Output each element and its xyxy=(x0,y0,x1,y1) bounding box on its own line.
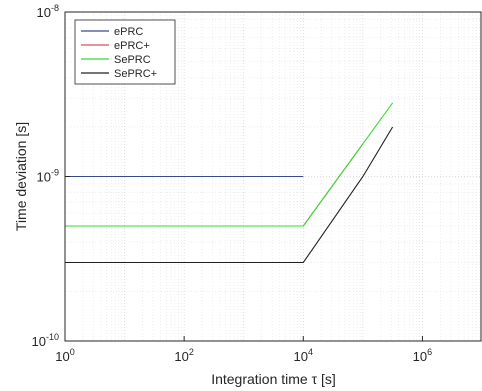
legend-label: ePRC xyxy=(114,26,143,38)
y-axis-label: Time deviation [s] xyxy=(13,122,29,231)
legend-label: ePRC+ xyxy=(114,40,150,52)
series-line-seprc xyxy=(65,102,394,227)
series-layer xyxy=(65,102,394,264)
legend: ePRC ePRC+ SePRC SePRC+ xyxy=(74,19,176,85)
legend-label: SePRC+ xyxy=(114,68,157,80)
series-line-seprc-plus xyxy=(65,126,394,264)
axis-ticks xyxy=(64,11,423,342)
x-axis-label: Integration time τ [s] xyxy=(211,371,336,387)
legend-label: SePRC xyxy=(114,54,151,66)
